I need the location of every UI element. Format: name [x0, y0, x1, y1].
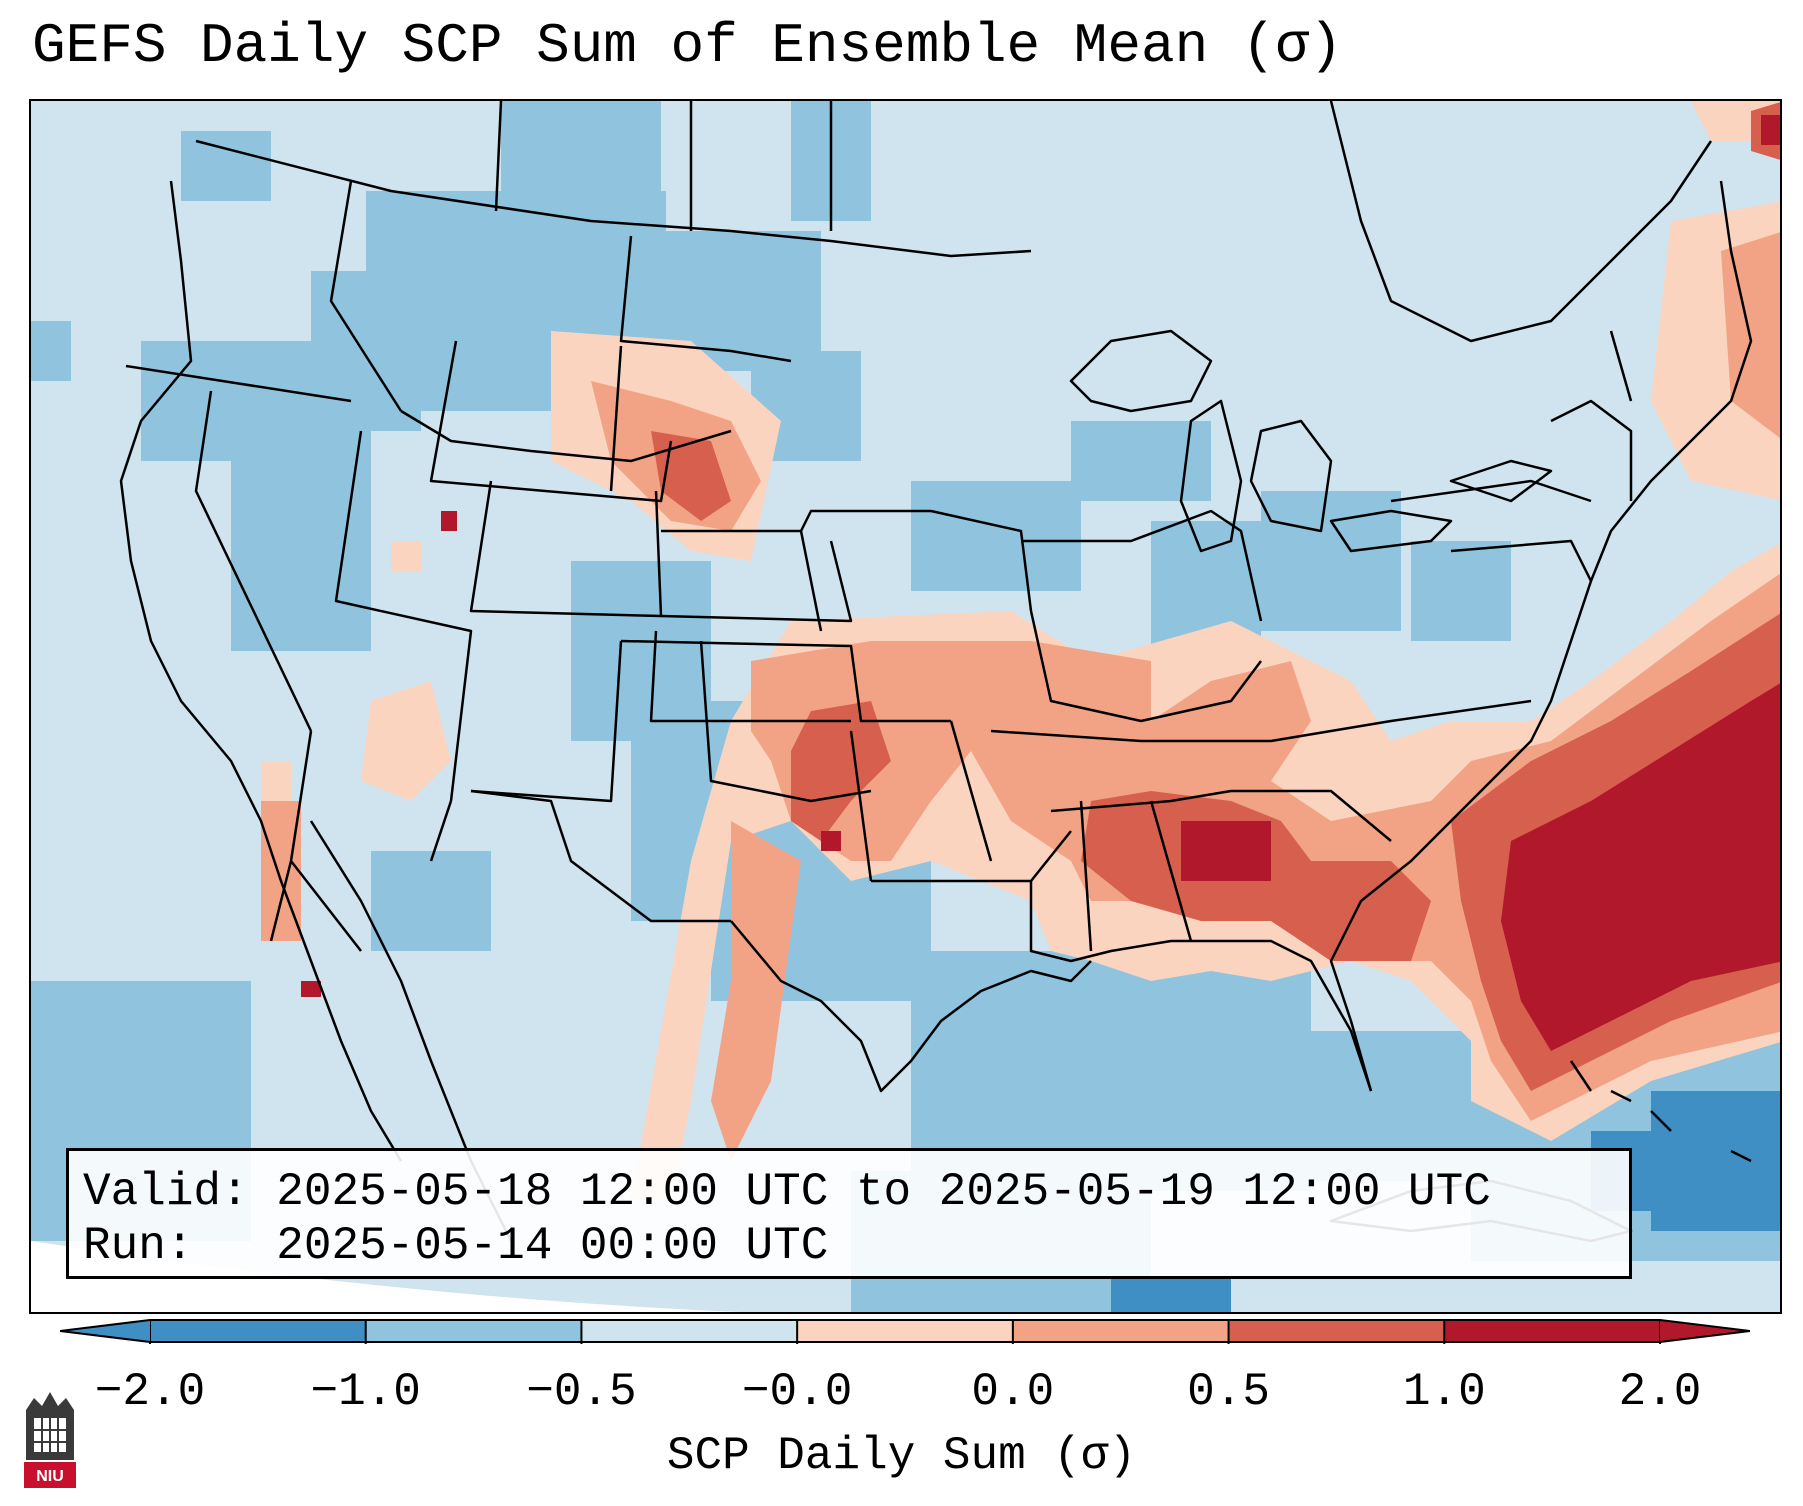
colorbar-tick-label: −0.0 — [741, 1366, 853, 1418]
colorbar-tick-label: 2.0 — [1618, 1366, 1702, 1418]
colorbar-tick-label: 0.0 — [971, 1366, 1055, 1418]
colorbar-tick-label: −0.5 — [526, 1366, 637, 1418]
field-very-strong-positive — [301, 115, 1780, 1051]
colorbar-tick-label: −1.0 — [310, 1366, 421, 1418]
run-label: Run: — [83, 1220, 194, 1272]
run-value: 2025-05-14 00:00 UTC — [276, 1220, 829, 1272]
colorbar-label: SCP Daily Sum (σ) — [666, 1430, 1137, 1482]
colorbar-tick-label: 1.0 — [1402, 1366, 1486, 1418]
scp-map — [31, 101, 1780, 1312]
valid-value: 2025-05-18 12:00 UTC to 2025-05-19 12:00… — [276, 1166, 1491, 1218]
map-panel — [29, 99, 1782, 1314]
colorbar-segment — [1228, 1320, 1445, 1342]
colorbar-segment — [365, 1320, 582, 1342]
chart-title: GEFS Daily SCP Sum of Ensemble Mean (σ) — [32, 14, 1343, 78]
valid-run-box: Valid: 2025-05-18 12:00 UTC to 2025-05-1… — [66, 1148, 1632, 1279]
colorbar-segment — [581, 1320, 798, 1342]
niu-logo-text: NIU — [36, 1468, 64, 1485]
colorbar-segment — [150, 1320, 367, 1342]
colorbar-segment — [797, 1320, 1014, 1342]
off-domain-area — [31, 1241, 742, 1312]
niu-logo: NIU — [24, 1392, 76, 1488]
colorbar-extend-low — [60, 1320, 150, 1342]
colorbar-tick-label: −2.0 — [94, 1366, 206, 1418]
colorbar-extend-high — [1660, 1320, 1750, 1342]
colorbar-tick-label: 0.5 — [1187, 1366, 1270, 1418]
colorbar-segment — [1444, 1320, 1661, 1342]
colorbar-outline — [60, 1319, 1750, 1343]
coastlines-borders — [119, 101, 1753, 1243]
valid-label: Valid: — [83, 1166, 249, 1218]
colorbar-segment — [1012, 1320, 1230, 1342]
colorbar — [60, 1319, 1750, 1344]
